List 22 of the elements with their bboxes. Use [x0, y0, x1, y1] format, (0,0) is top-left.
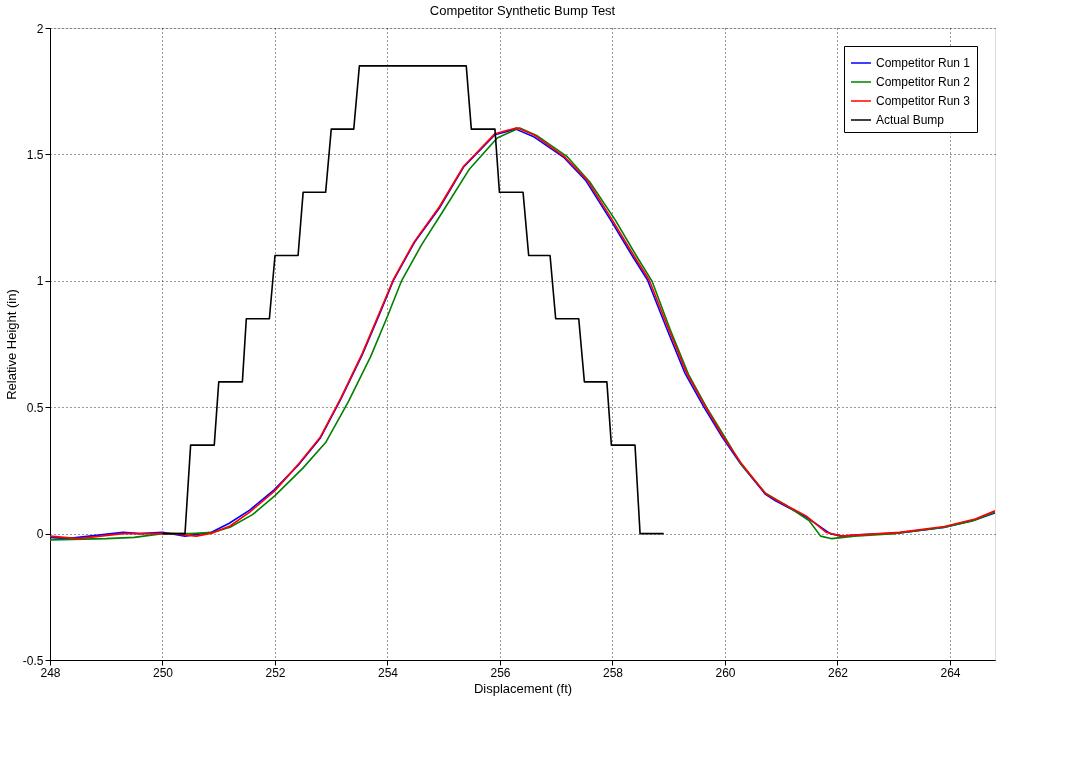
x-tick-label: 262 [827, 665, 849, 680]
legend-label: Competitor Run 3 [876, 94, 971, 108]
y-tick-label: 2 [36, 21, 44, 36]
chart-title: Competitor Synthetic Bump Test [429, 3, 616, 18]
legend-label: Competitor Run 2 [876, 75, 971, 89]
x-axis-title: Displacement (ft) [473, 680, 573, 696]
y-tick-label: 0 [36, 527, 44, 542]
x-tick-label: 256 [490, 665, 511, 680]
x-tick-label: 260 [715, 665, 736, 680]
x-tick-label: 248 [40, 665, 61, 680]
y-tick-label: 1.5 [26, 147, 44, 162]
x-tick-label: 252 [265, 665, 286, 680]
x-tick-label: 250 [152, 665, 174, 680]
legend-label: Actual Bump [876, 113, 945, 127]
legend-label: Competitor Run 1 [876, 56, 971, 70]
y-tick-label: 1 [36, 274, 44, 289]
y-tick-label: -0.5 [22, 653, 44, 668]
y-axis-title: Relative Height (in) [3, 289, 19, 400]
y-tick-label: 0.5 [26, 400, 44, 415]
x-tick-label: 254 [377, 665, 399, 680]
x-tick-label: 264 [940, 665, 961, 680]
x-tick-label: 258 [602, 665, 624, 680]
